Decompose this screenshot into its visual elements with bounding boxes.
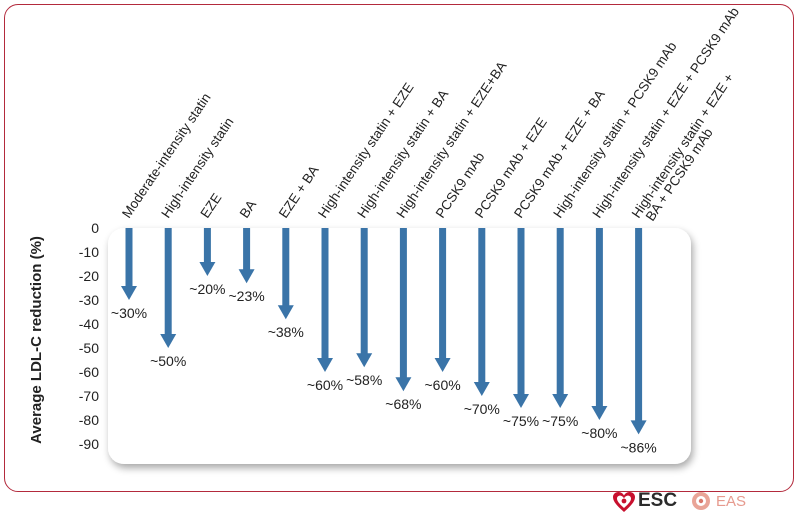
esc-logo-text: ESC — [638, 490, 678, 511]
reduction-arrow — [277, 228, 294, 320]
data-label: ~38% — [268, 324, 304, 340]
data-label: ~75% — [503, 413, 539, 429]
data-label: ~58% — [346, 372, 382, 388]
y-tick-label: -70 — [79, 388, 99, 404]
reduction-arrow — [317, 228, 333, 372]
category-label: EZE — [197, 191, 224, 221]
eas-drop-icon — [692, 492, 710, 510]
reduction-arrow — [630, 228, 647, 435]
reduction-arrow — [591, 228, 608, 420]
data-label: ~75% — [542, 413, 578, 429]
data-label: ~86% — [620, 439, 656, 455]
figure-frame — [4, 4, 794, 492]
reduction-arrow — [395, 228, 412, 392]
y-tick-label: -80 — [79, 412, 99, 428]
category-label: BA — [237, 197, 260, 220]
plot-panel — [108, 228, 691, 464]
reduction-arrow — [238, 228, 255, 284]
reduction-arrow — [552, 228, 569, 408]
reduction-arrow — [473, 228, 490, 396]
data-label: ~68% — [385, 396, 421, 412]
data-label: ~23% — [228, 288, 264, 304]
y-tick-label: -50 — [79, 340, 99, 356]
reduction-arrow — [121, 228, 137, 300]
y-tick-label: -30 — [79, 292, 99, 308]
y-tick-label: -20 — [79, 268, 99, 284]
esc-heart-icon — [613, 492, 635, 512]
reduction-arrow — [513, 228, 529, 408]
data-label: ~80% — [581, 425, 617, 441]
data-label: ~50% — [150, 353, 186, 369]
y-tick-label: -40 — [79, 316, 99, 332]
category-label: High-intensity statin — [158, 115, 236, 221]
publisher-logos: ESC EAS — [612, 489, 772, 514]
data-label: ~70% — [464, 401, 500, 417]
reduction-arrow — [160, 228, 177, 348]
reduction-arrow — [434, 228, 451, 372]
y-axis-title: Average LDL-C reduction (%) — [28, 236, 45, 444]
data-label: ~60% — [307, 377, 343, 393]
ldl-reduction-chart: Average LDL-C reduction (%) 0 -10 -20 -30 -4… — [28, 5, 742, 464]
eas-logo-text: EAS — [716, 493, 747, 510]
data-label: ~20% — [189, 281, 225, 297]
y-tick-label: 0 — [91, 220, 99, 236]
data-label: ~30% — [111, 305, 147, 321]
reduction-arrow — [199, 228, 216, 276]
category-label: PCSK9 mAb + EZE — [472, 115, 550, 221]
reduction-arrow — [356, 228, 373, 368]
y-tick-label: -60 — [79, 364, 99, 380]
y-tick-label: -90 — [79, 436, 99, 452]
y-tick-label: -10 — [79, 244, 99, 260]
data-label: ~60% — [424, 377, 460, 393]
